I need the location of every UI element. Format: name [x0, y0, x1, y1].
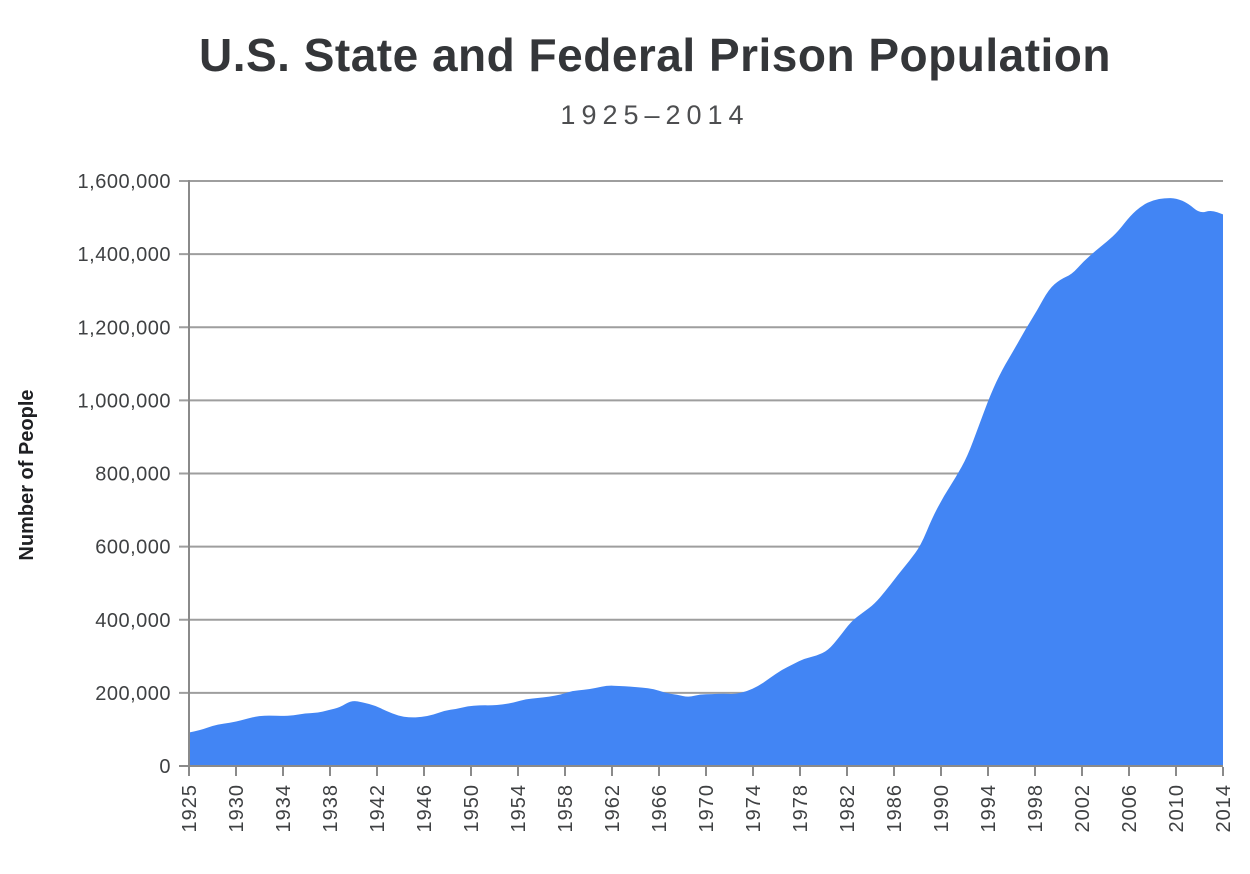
y-tick-label: 1,600,000	[78, 171, 171, 193]
y-tick-label: 0	[159, 756, 171, 778]
y-tick-label: 200,000	[95, 683, 171, 705]
y-tick-label: 600,000	[95, 537, 171, 559]
x-tick-label: 1954	[508, 784, 530, 833]
x-tick-label: 1962	[602, 784, 624, 833]
x-tick-label: 1986	[884, 784, 906, 833]
y-tick-label: 1,000,000	[78, 390, 171, 412]
x-tick-label: 2002	[1072, 784, 1094, 833]
y-tick-label: 400,000	[95, 610, 171, 632]
y-tick-label: 1,200,000	[78, 317, 171, 339]
x-tick-label: 1982	[837, 784, 859, 833]
area-series	[189, 198, 1223, 766]
x-tick-label: 1994	[978, 784, 1000, 833]
x-tick-label: 1925	[179, 784, 201, 833]
x-tick-label: 1966	[649, 784, 671, 833]
chart-title: U.S. State and Federal Prison Population	[198, 29, 1112, 81]
x-tick-label: 1978	[790, 784, 812, 833]
x-tick-label: 1946	[414, 784, 436, 833]
x-tick-label: 1934	[273, 784, 295, 833]
y-tick-label: 1,400,000	[78, 244, 171, 266]
x-tick-label: 1938	[320, 784, 342, 833]
x-tick-label: 1950	[461, 784, 483, 833]
x-tick-label: 2010	[1166, 784, 1188, 833]
y-tick-label: 800,000	[95, 464, 171, 486]
x-tick-label: 1990	[931, 784, 953, 833]
x-tick-label: 2014	[1213, 784, 1235, 833]
x-tick-label: 1958	[555, 784, 577, 833]
x-tick-label: 1930	[226, 784, 248, 833]
x-tick-label: 1942	[367, 784, 389, 833]
x-tick-label: 1974	[743, 784, 765, 833]
x-tick-label: 1998	[1025, 784, 1047, 833]
chart-subtitle: 1925–2014	[560, 100, 750, 130]
x-tick-label: 1970	[696, 784, 718, 833]
x-tick-label: 2006	[1119, 784, 1141, 833]
